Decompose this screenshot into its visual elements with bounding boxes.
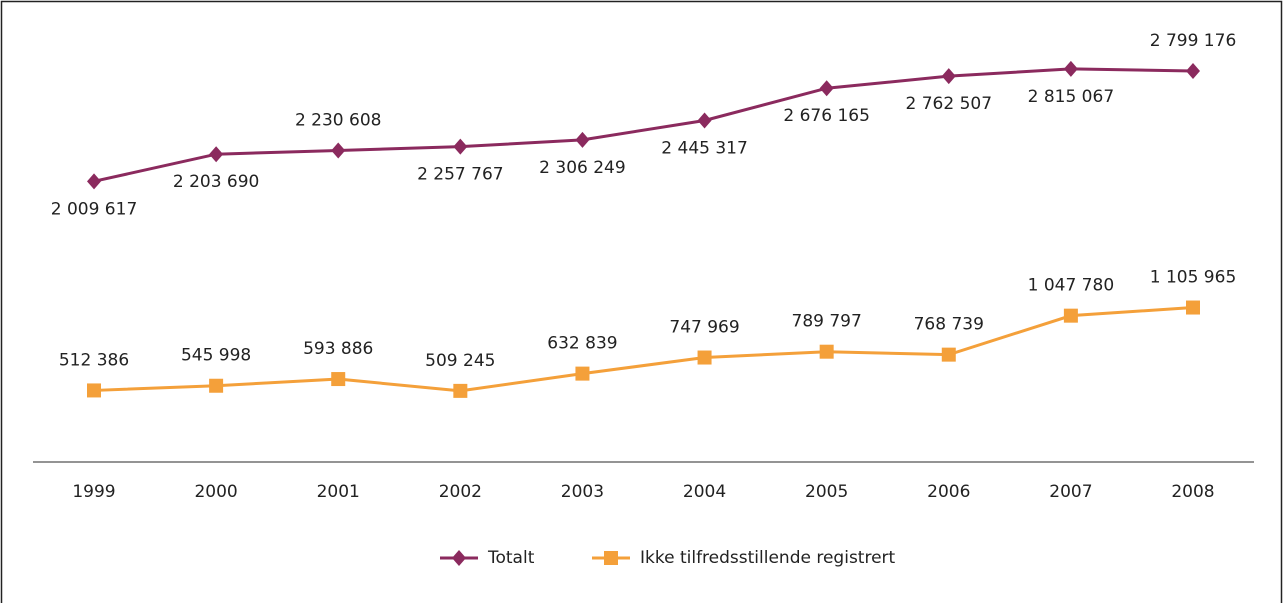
data-label: 2 230 608 <box>295 110 382 130</box>
x-tick-label: 2001 <box>317 482 360 502</box>
x-tick-label: 2004 <box>683 482 726 502</box>
data-point <box>331 142 346 159</box>
data-label: 2 306 249 <box>539 158 626 178</box>
data-label: 1 105 965 <box>1150 268 1237 288</box>
data-point <box>87 383 101 398</box>
x-tick-label: 2005 <box>805 482 848 502</box>
data-point <box>87 173 101 190</box>
x-tick-label: 2007 <box>1049 482 1092 502</box>
data-label: 2 009 617 <box>51 199 138 219</box>
data-label: 545 998 <box>181 346 251 366</box>
x-tick-label: 2006 <box>927 482 970 502</box>
data-point <box>1186 300 1200 315</box>
data-point <box>575 131 590 148</box>
data-point <box>1063 308 1078 323</box>
data-label: 2 799 176 <box>1150 31 1237 51</box>
series-line <box>93 67 1194 183</box>
data-point <box>453 383 468 398</box>
data-label: 2 815 067 <box>1028 87 1115 107</box>
data-point <box>1186 63 1200 80</box>
data-point <box>453 138 468 155</box>
legend-label: Ikke tilfredsstillende registrert <box>640 548 896 568</box>
legend-marker <box>604 551 618 565</box>
data-label: 632 839 <box>547 334 617 354</box>
data-label: 747 969 <box>669 318 739 338</box>
data-label: 1 047 780 <box>1028 276 1115 296</box>
data-label: 512 386 <box>59 350 129 370</box>
data-point <box>575 366 590 381</box>
data-point <box>209 378 224 393</box>
data-point <box>941 347 956 362</box>
data-label: 789 797 <box>792 312 862 332</box>
x-tick-label: 2008 <box>1171 482 1214 502</box>
data-point <box>819 344 834 359</box>
data-point <box>697 350 712 365</box>
data-point <box>941 68 956 85</box>
data-label: 2 445 317 <box>661 138 748 158</box>
data-label: 768 739 <box>914 315 984 335</box>
data-label: 2 762 507 <box>906 94 993 114</box>
data-point <box>1063 60 1078 77</box>
data-point <box>331 372 346 387</box>
data-point <box>697 112 712 129</box>
x-tick-label: 2003 <box>561 482 604 502</box>
data-label: 2 203 690 <box>173 172 260 192</box>
data-label: 509 245 <box>425 351 495 371</box>
series-line <box>93 306 1194 393</box>
x-tick-label: 1999 <box>72 482 115 502</box>
data-label: 2 676 165 <box>783 106 870 126</box>
legend-marker <box>452 550 466 566</box>
data-label: 2 257 767 <box>417 165 504 185</box>
data-point <box>819 80 834 97</box>
x-tick-label: 2002 <box>439 482 482 502</box>
data-label: 593 886 <box>303 339 373 359</box>
data-point <box>209 146 224 163</box>
legend-label: Totalt <box>487 548 535 568</box>
x-tick-label: 2000 <box>194 482 237 502</box>
